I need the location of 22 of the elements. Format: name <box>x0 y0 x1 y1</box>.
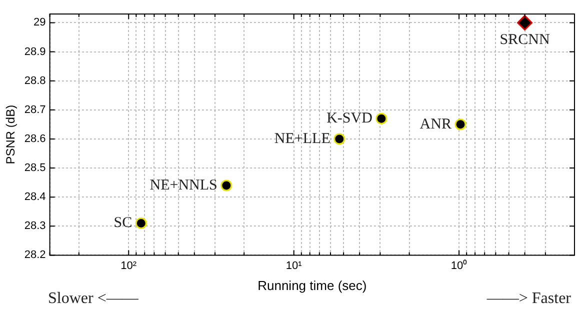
y-tick-label: 28.3 <box>24 220 46 232</box>
y-tick-label: 28.8 <box>24 74 46 87</box>
y-tick-label: 28.9 <box>24 46 46 58</box>
x-tick-label: 10² <box>120 260 137 272</box>
annotation: SC <box>114 215 132 232</box>
text: ——> Faster <box>486 290 571 308</box>
y-tick-label: 28.5 <box>24 162 46 174</box>
x-axis-title: Running time (sec) <box>258 278 367 293</box>
y-tick-label: 28.2 <box>24 249 46 262</box>
annotation: K-SVD <box>326 110 373 127</box>
y-axis-title: PSNR (dB) <box>4 104 18 164</box>
annotation: NE+NNLS <box>150 177 218 194</box>
annotation: ANR <box>420 116 452 132</box>
y-tick-label: 28.4 <box>24 191 46 204</box>
x-tick-label: 10¹ <box>286 260 302 272</box>
y-tick-label: 29 <box>34 16 46 29</box>
text: Slower <—— <box>48 290 138 308</box>
annotation: NE+LLE <box>274 130 330 147</box>
annotation: SRCNN <box>500 32 550 48</box>
y-tick-label: 28.7 <box>24 104 46 116</box>
y-tick-label: 28.6 <box>24 132 46 145</box>
x-tick-label: 10⁰ <box>450 258 468 272</box>
